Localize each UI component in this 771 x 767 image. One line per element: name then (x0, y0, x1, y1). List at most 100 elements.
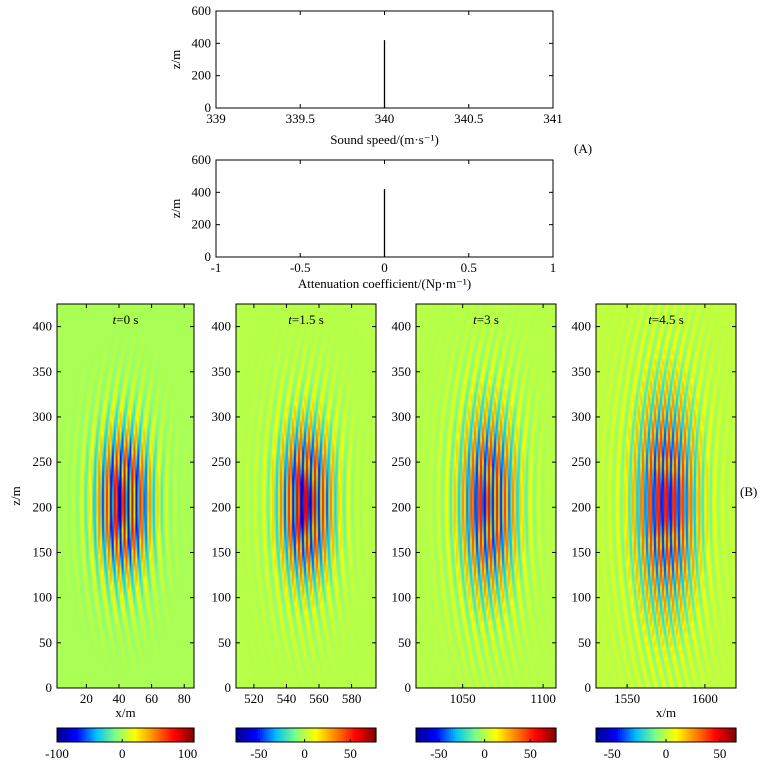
colorbar-segment (367, 728, 371, 742)
colorbar-frame (235, 727, 377, 743)
colorbar-segment (151, 728, 154, 742)
colorbar-segment (488, 728, 491, 742)
colorbar-segment (652, 728, 656, 742)
y-tick-label: 0 (225, 680, 232, 695)
colorbar-segment (553, 728, 557, 742)
colorbar-frame (415, 727, 557, 743)
colorbar-segment (93, 728, 97, 742)
colorbar-segment (275, 728, 279, 742)
colorbar-segment (354, 728, 357, 742)
y-tick-label: 250 (572, 454, 592, 469)
colorbar-segment (516, 728, 520, 742)
colorbar-segment (185, 728, 189, 742)
colorbar-segment (641, 728, 645, 742)
y-tick-label: 100 (33, 590, 53, 605)
colorbar-segment (347, 728, 351, 742)
colorbar-segment (472, 728, 476, 742)
colorbar-segment (457, 728, 461, 742)
panel-title-variable: t (288, 312, 292, 327)
colorbar-segment (536, 728, 540, 742)
y-tick-label: 0 (205, 100, 212, 115)
colorbar-segment (170, 728, 174, 742)
colorbar-segment (464, 728, 467, 742)
colorbar-segment (286, 728, 290, 742)
colorbar-segment (334, 728, 338, 742)
y-tick-label: 300 (572, 409, 592, 424)
colorbar-segment (297, 728, 301, 742)
snapshot-t0: 20 40 60 80 0 50 100 150 200 250 300 350 400 t=0 s x/m… (8, 303, 197, 761)
panel-title-variable: t (113, 312, 117, 327)
colorbar-segment (731, 728, 735, 742)
y-tick-label: 50 (578, 635, 591, 650)
y-tick-label: 300 (33, 409, 53, 424)
colorbar-segment (78, 728, 82, 742)
colorbar-segment (63, 728, 67, 742)
colorbar-segment (144, 728, 148, 742)
y-axis-label: z/m (168, 50, 183, 70)
colorbar-segment (61, 728, 65, 742)
colorbar-segment (598, 728, 601, 742)
colorbar-segment (624, 728, 628, 742)
colorbar-segment (433, 728, 437, 742)
colorbar-tick-label: 0 (119, 746, 126, 761)
colorbar-segment (490, 728, 494, 742)
colorbar-segment (694, 728, 698, 742)
plot-frame (415, 303, 557, 689)
panel-title-rest: =0 s (116, 312, 138, 327)
x-tick-label: 80 (178, 691, 191, 706)
x-tick-label: 520 (244, 691, 264, 706)
colorbar-segment (125, 728, 129, 742)
colorbar-segment (127, 728, 131, 742)
colorbar-segment (466, 728, 470, 742)
colorbar-segment (714, 728, 717, 742)
colorbar-segment (683, 728, 687, 742)
colorbar-segment (525, 728, 529, 742)
x-tick-label: 341 (543, 111, 563, 126)
x-tick-label: 560 (309, 691, 329, 706)
y-tick-label: 400 (192, 35, 212, 50)
colorbar-segment (65, 728, 69, 742)
x-tick-label: 1550 (614, 691, 640, 706)
colorbar-segment (110, 728, 114, 742)
y-tick-label: 250 (392, 454, 412, 469)
colorbar-segment (255, 728, 259, 742)
colorbar-segment (281, 728, 285, 742)
attenuation-profile: -1 -0.5 0 0.5 1 0 200 400 600 Attenuation coeffic… (168, 152, 556, 291)
colorbar-segment (242, 728, 246, 742)
colorbar-segment (620, 728, 623, 742)
colorbar-segment (707, 728, 711, 742)
colorbar-segment (531, 728, 535, 742)
colorbar-segment (547, 728, 551, 742)
colorbar-segment (722, 728, 726, 742)
colorbar-segment (260, 728, 263, 742)
colorbar-segment (121, 728, 124, 742)
y-tick-label: 200 (572, 499, 592, 514)
colorbar-segment (257, 728, 261, 742)
colorbar-segment (157, 728, 161, 742)
panel-tag-b: (B) (740, 484, 757, 499)
colorbar-segment (540, 728, 544, 742)
colorbar-segment (179, 728, 182, 742)
colorbar-segment (637, 728, 641, 742)
colorbar-segment (176, 728, 180, 742)
y-tick-label: 150 (33, 544, 53, 559)
panel-title-rest: =1.5 s (292, 312, 324, 327)
colorbar-segment (106, 728, 109, 742)
colorbar-segment (166, 728, 169, 742)
colorbar-segment (303, 728, 307, 742)
colorbar-segment (644, 728, 647, 742)
colorbar-segment (416, 728, 419, 742)
colorbar-segment (659, 728, 663, 742)
colorbar-segment (687, 728, 691, 742)
colorbar-tick-label: 50 (524, 746, 537, 761)
colorbar-segment (131, 728, 135, 742)
colorbar-segment (57, 728, 60, 742)
colorbar-segment (301, 728, 305, 742)
colorbar-segment (709, 728, 713, 742)
colorbar-segment (455, 728, 459, 742)
y-tick-label: 0 (585, 680, 592, 695)
colorbar-segment (646, 728, 650, 742)
x-tick-label: -0.5 (290, 260, 311, 275)
colorbar-segment (518, 728, 522, 742)
colorbar-tick-label: 0 (663, 746, 670, 761)
